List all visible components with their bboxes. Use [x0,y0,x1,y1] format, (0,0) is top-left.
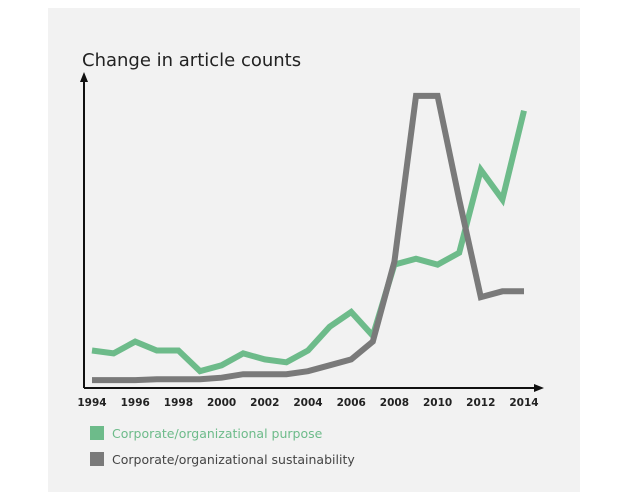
series-line-1 [92,92,524,384]
x-tick-label: 2000 [207,397,236,409]
x-tick-label: 2014 [509,397,538,409]
x-tick-label: 1996 [121,397,150,409]
chart-panel: Change in article counts 1994 1996 1998 200… [48,8,580,492]
legend-label-purpose: Corporate/organizational purpose [112,426,323,441]
x-tick-label: 2006 [337,397,366,409]
x-tick-label: 1994 [77,397,106,409]
legend: Corporate/organizational purpose Corpora… [90,426,355,467]
y-axis-arrow [80,72,88,82]
chart-title: Change in article counts [82,50,301,71]
x-tick-label: 2012 [466,397,495,409]
series-lines [91,92,527,384]
series-line-0 [91,109,527,375]
legend-swatch-sustainability [90,452,104,466]
x-tick-label: 2002 [250,397,279,409]
x-tick-label: 2010 [423,397,452,409]
x-tick-label: 2004 [293,397,322,409]
x-tick-labels: 1994 1996 1998 2000 2002 2004 2006 2008 2010 2012… [77,397,538,409]
legend-label-sustainability: Corporate/organizational sustainability [112,452,355,467]
x-tick-label: 1998 [164,397,193,409]
x-tick-label: 2008 [380,397,409,409]
x-axis-arrow [534,384,544,392]
line-chart: Change in article counts 1994 1996 1998 200… [77,50,544,467]
legend-swatch-purpose [90,426,104,440]
axes [80,72,544,392]
